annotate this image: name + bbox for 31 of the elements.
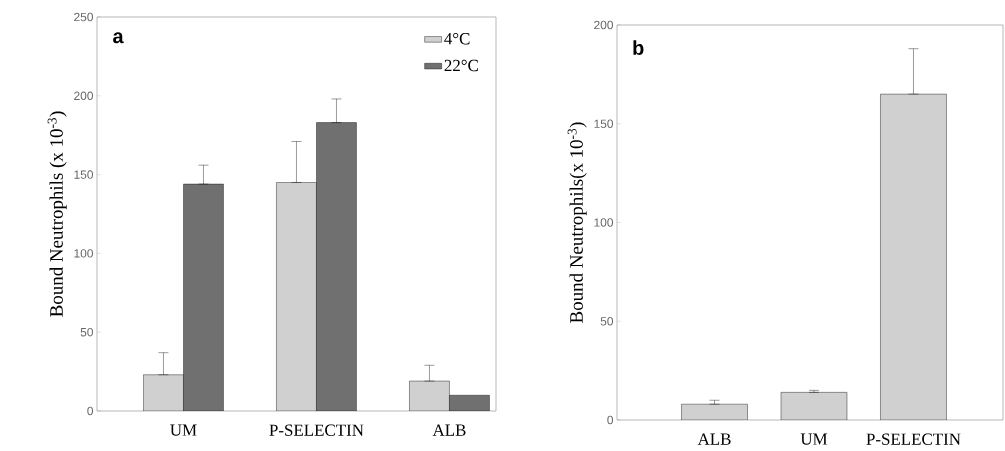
annotation: a <box>113 32 124 44</box>
x-tick-label: P-SELECTIN <box>866 433 961 445</box>
bar <box>276 182 317 411</box>
y-tick-label: 200 <box>594 20 614 30</box>
bar <box>143 374 184 411</box>
legend-label: 22°C <box>444 59 478 72</box>
y-tick-label: 50 <box>600 317 614 326</box>
y-tick-label: 0 <box>607 415 614 425</box>
x-tick-label: UM <box>800 433 828 445</box>
y-tick-label: 0 <box>87 406 94 416</box>
x-tick-label: ALB <box>697 433 731 445</box>
y-tick-label: 150 <box>74 170 94 179</box>
bar <box>780 392 848 420</box>
bar <box>681 404 748 420</box>
y-tick-label: 200 <box>74 91 94 101</box>
y-axis-title: Bound Neutrophils(x 10$^{-3}$) <box>567 122 587 323</box>
y-tick-label: 100 <box>74 249 94 258</box>
bar <box>183 183 224 411</box>
y-axis-title: Bound Neutrophils (x 10$^{-3}$) <box>47 111 67 317</box>
y-tick-label: 250 <box>74 12 94 22</box>
y-tick-label: 150 <box>594 119 614 128</box>
x-tick-label: P-SELECTIN <box>269 424 364 436</box>
x-tick-label: UM <box>170 424 197 436</box>
bar <box>316 122 357 411</box>
annotation: b <box>633 40 644 55</box>
bar <box>409 380 450 411</box>
y-tick-label: 50 <box>80 327 94 337</box>
legend-label: 4°C <box>444 33 470 45</box>
bar <box>880 93 947 420</box>
y-tick-label: 100 <box>594 218 614 227</box>
x-tick-label: ALB <box>432 424 466 436</box>
